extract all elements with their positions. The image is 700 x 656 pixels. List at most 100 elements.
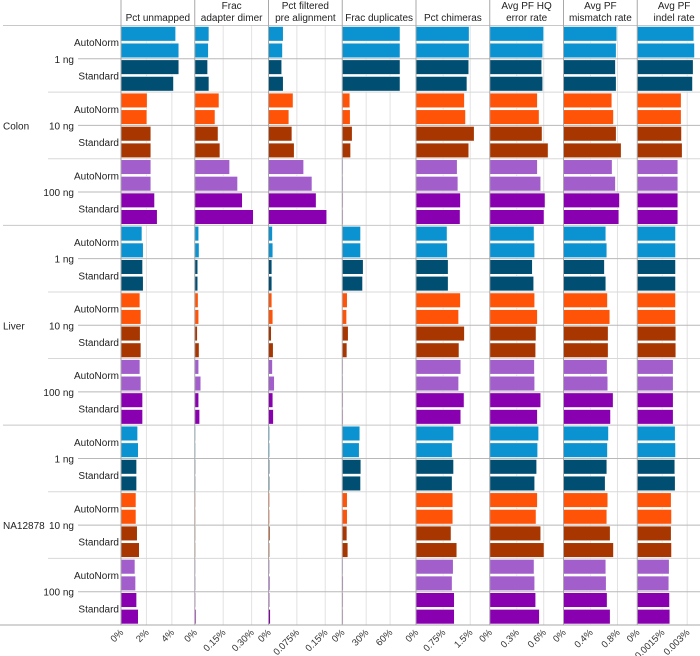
bar xyxy=(194,59,208,75)
bar xyxy=(636,259,676,275)
bar xyxy=(120,176,152,192)
bar xyxy=(415,359,462,375)
x-tick-label: 30% xyxy=(350,627,372,649)
protocol-label: AutoNorm xyxy=(74,305,119,316)
bar xyxy=(489,309,538,325)
bar xyxy=(415,76,468,92)
bar xyxy=(120,142,152,159)
bar xyxy=(636,26,695,42)
x-tick-label: 0.75% xyxy=(421,627,448,654)
bar xyxy=(563,492,609,508)
bar xyxy=(489,592,537,608)
column-title: Frac xyxy=(222,1,242,12)
bar xyxy=(415,242,448,258)
bar xyxy=(120,159,152,175)
column-title: Avg PF xyxy=(658,1,691,12)
bar xyxy=(415,375,459,392)
bar xyxy=(489,459,537,475)
bar xyxy=(268,259,273,275)
protocol-label: Standard xyxy=(78,604,119,615)
bar xyxy=(194,26,210,42)
bar xyxy=(489,609,540,625)
column-title: Pct chimeras xyxy=(424,13,482,24)
bar xyxy=(489,26,545,42)
bar xyxy=(268,76,284,92)
bar xyxy=(415,209,461,225)
bar xyxy=(636,525,672,542)
bar xyxy=(415,475,453,492)
bar xyxy=(120,459,137,475)
bar xyxy=(120,292,141,308)
bar xyxy=(341,542,349,558)
bar xyxy=(341,525,348,542)
bar xyxy=(415,26,470,42)
bar xyxy=(636,159,679,175)
bar xyxy=(563,176,616,192)
x-tick-label: 0.30% xyxy=(230,627,257,654)
bar xyxy=(268,342,274,358)
bar xyxy=(268,392,274,408)
bar xyxy=(268,159,304,175)
bar xyxy=(120,425,138,442)
bar xyxy=(563,26,618,42)
bar xyxy=(415,442,453,458)
protocol-label: Standard xyxy=(78,71,119,82)
input-label: 10 ng xyxy=(49,521,74,532)
bar xyxy=(563,109,614,125)
bar xyxy=(563,92,613,109)
bar xyxy=(120,392,143,408)
bar xyxy=(563,525,611,542)
bar xyxy=(489,359,535,375)
bar xyxy=(563,542,614,558)
bar xyxy=(563,242,608,258)
bar xyxy=(415,275,449,292)
bar xyxy=(341,59,401,75)
column-title: mismatch rate xyxy=(569,13,632,24)
bar xyxy=(415,92,465,109)
bar xyxy=(194,76,210,92)
column-title: Avg PF xyxy=(584,1,617,12)
x-tick-label: 4% xyxy=(159,627,177,645)
bar xyxy=(194,109,216,125)
bar xyxy=(341,509,348,525)
column-title: adapter dimer xyxy=(201,13,263,24)
bar xyxy=(194,242,200,258)
bar xyxy=(120,509,137,525)
bar xyxy=(120,309,142,325)
bar xyxy=(415,392,465,408)
bar xyxy=(341,142,351,159)
bar xyxy=(563,126,617,142)
x-tick-label: 0.8% xyxy=(600,627,623,650)
bar xyxy=(489,92,538,109)
bar xyxy=(415,409,462,425)
bar xyxy=(489,392,542,408)
bar xyxy=(194,159,230,175)
bar xyxy=(489,76,544,92)
bar xyxy=(268,309,274,325)
bar xyxy=(636,109,682,125)
x-tick-label: 0.075% xyxy=(271,627,302,656)
tissue-label: Liver xyxy=(3,321,25,332)
bar xyxy=(489,292,536,308)
bar xyxy=(268,226,273,242)
bar xyxy=(563,509,608,525)
bar xyxy=(120,92,148,109)
bar xyxy=(341,126,353,142)
bar xyxy=(636,442,676,458)
bar xyxy=(120,26,176,42)
bar xyxy=(489,226,535,242)
bar xyxy=(563,275,607,292)
bar xyxy=(268,142,295,159)
bar xyxy=(489,442,538,458)
bar xyxy=(194,226,200,242)
bar xyxy=(194,126,219,142)
bar xyxy=(563,142,622,159)
protocol-label: Standard xyxy=(78,138,119,149)
x-tick-label: 0% xyxy=(551,627,569,645)
protocol-label: AutoNorm xyxy=(74,571,119,582)
bar xyxy=(636,459,676,475)
input-label: 10 ng xyxy=(49,321,74,332)
bar xyxy=(120,409,143,425)
bar xyxy=(563,226,607,242)
